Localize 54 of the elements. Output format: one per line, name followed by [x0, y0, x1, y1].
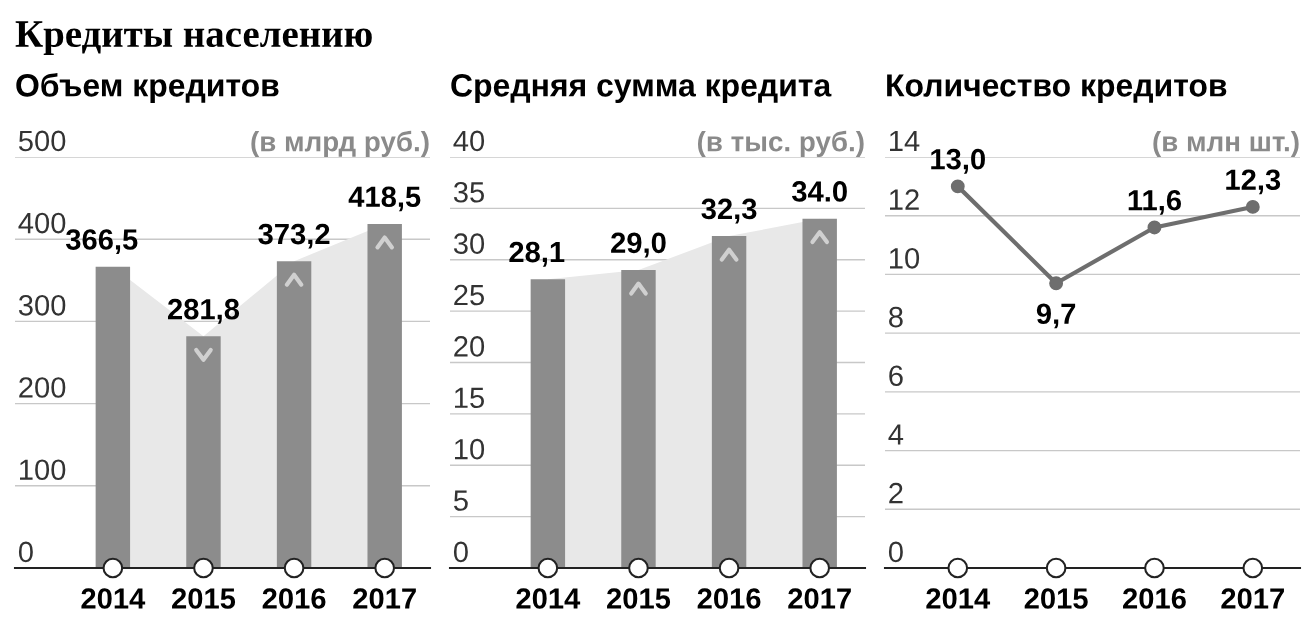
x-tick-label: 2014 [516, 588, 581, 609]
data-label: 281,8 [167, 298, 240, 324]
x-tick-label: 2016 [1123, 588, 1186, 609]
chart-subtitle: Объем кредитов [16, 72, 279, 103]
y-axis-title: (в млн шт.) [1153, 131, 1299, 157]
y-tick-label: 0 [453, 541, 468, 563]
y-tick-label: 20 [454, 336, 485, 357]
y-tick-label: 14 [890, 130, 920, 151]
x-tick-label: 2015 [172, 588, 236, 609]
y-tick-label: 6 [889, 365, 903, 387]
x-tick-label: 2015 [607, 588, 671, 609]
y-tick-label: 15 [455, 387, 484, 409]
y-tick-label: 0 [888, 541, 903, 563]
data-label: 11,6 [1128, 189, 1181, 215]
data-label: 373,2 [258, 223, 330, 249]
x-tick-label: 2014 [81, 588, 146, 609]
y-tick-label: 5 [453, 490, 468, 511]
y-tick-label: 12 [890, 189, 919, 210]
y-tick-label: 100 [20, 459, 66, 481]
y-tick-label: 40 [453, 130, 485, 152]
chart-subtitle: Средняя сумма кредита [451, 74, 832, 103]
y-tick-label: 35 [453, 181, 484, 203]
data-label: 34.0 [791, 181, 847, 202]
y-tick-label: 500 [18, 130, 66, 152]
x-tick-label: 2017 [1221, 588, 1284, 609]
y-tick-label: 10 [455, 438, 485, 460]
data-label: 29,0 [611, 232, 666, 258]
data-label: 9,7 [1036, 303, 1076, 329]
data-label: 28,1 [509, 241, 565, 267]
y-tick-label: 30 [453, 233, 485, 254]
data-label: 366,5 [65, 229, 138, 255]
x-tick-label: 2014 [926, 588, 991, 609]
y-tick-label: 400 [18, 212, 66, 234]
x-tick-label: 2017 [788, 588, 851, 609]
x-tick-label: 2015 [1024, 588, 1088, 609]
y-axis-title: (в тыс. руб.) [697, 130, 864, 157]
y-tick-label: 300 [18, 294, 66, 316]
y-tick-label: 2 [889, 482, 903, 504]
y-tick-label: 8 [889, 306, 903, 328]
y-tick-label: 10 [890, 248, 920, 269]
x-tick-label: 2016 [262, 588, 326, 609]
x-tick-label: 2016 [697, 588, 761, 609]
chart-title: Кредиты населению [15, 21, 372, 55]
data-label: 12,3 [1226, 169, 1281, 195]
data-label: 418,5 [348, 186, 421, 212]
data-label: 32,3 [701, 198, 757, 224]
y-tick-label: 4 [888, 424, 904, 445]
data-label: 13,0 [931, 148, 985, 174]
y-tick-label: 25 [454, 284, 484, 306]
y-tick-label: 200 [19, 377, 66, 398]
x-tick-label: 2017 [353, 588, 416, 609]
chart-subtitle: Количество кредитов [887, 74, 1227, 103]
y-axis-title: (в млрд руб.) [251, 130, 429, 157]
y-tick-label: 0 [18, 541, 33, 563]
